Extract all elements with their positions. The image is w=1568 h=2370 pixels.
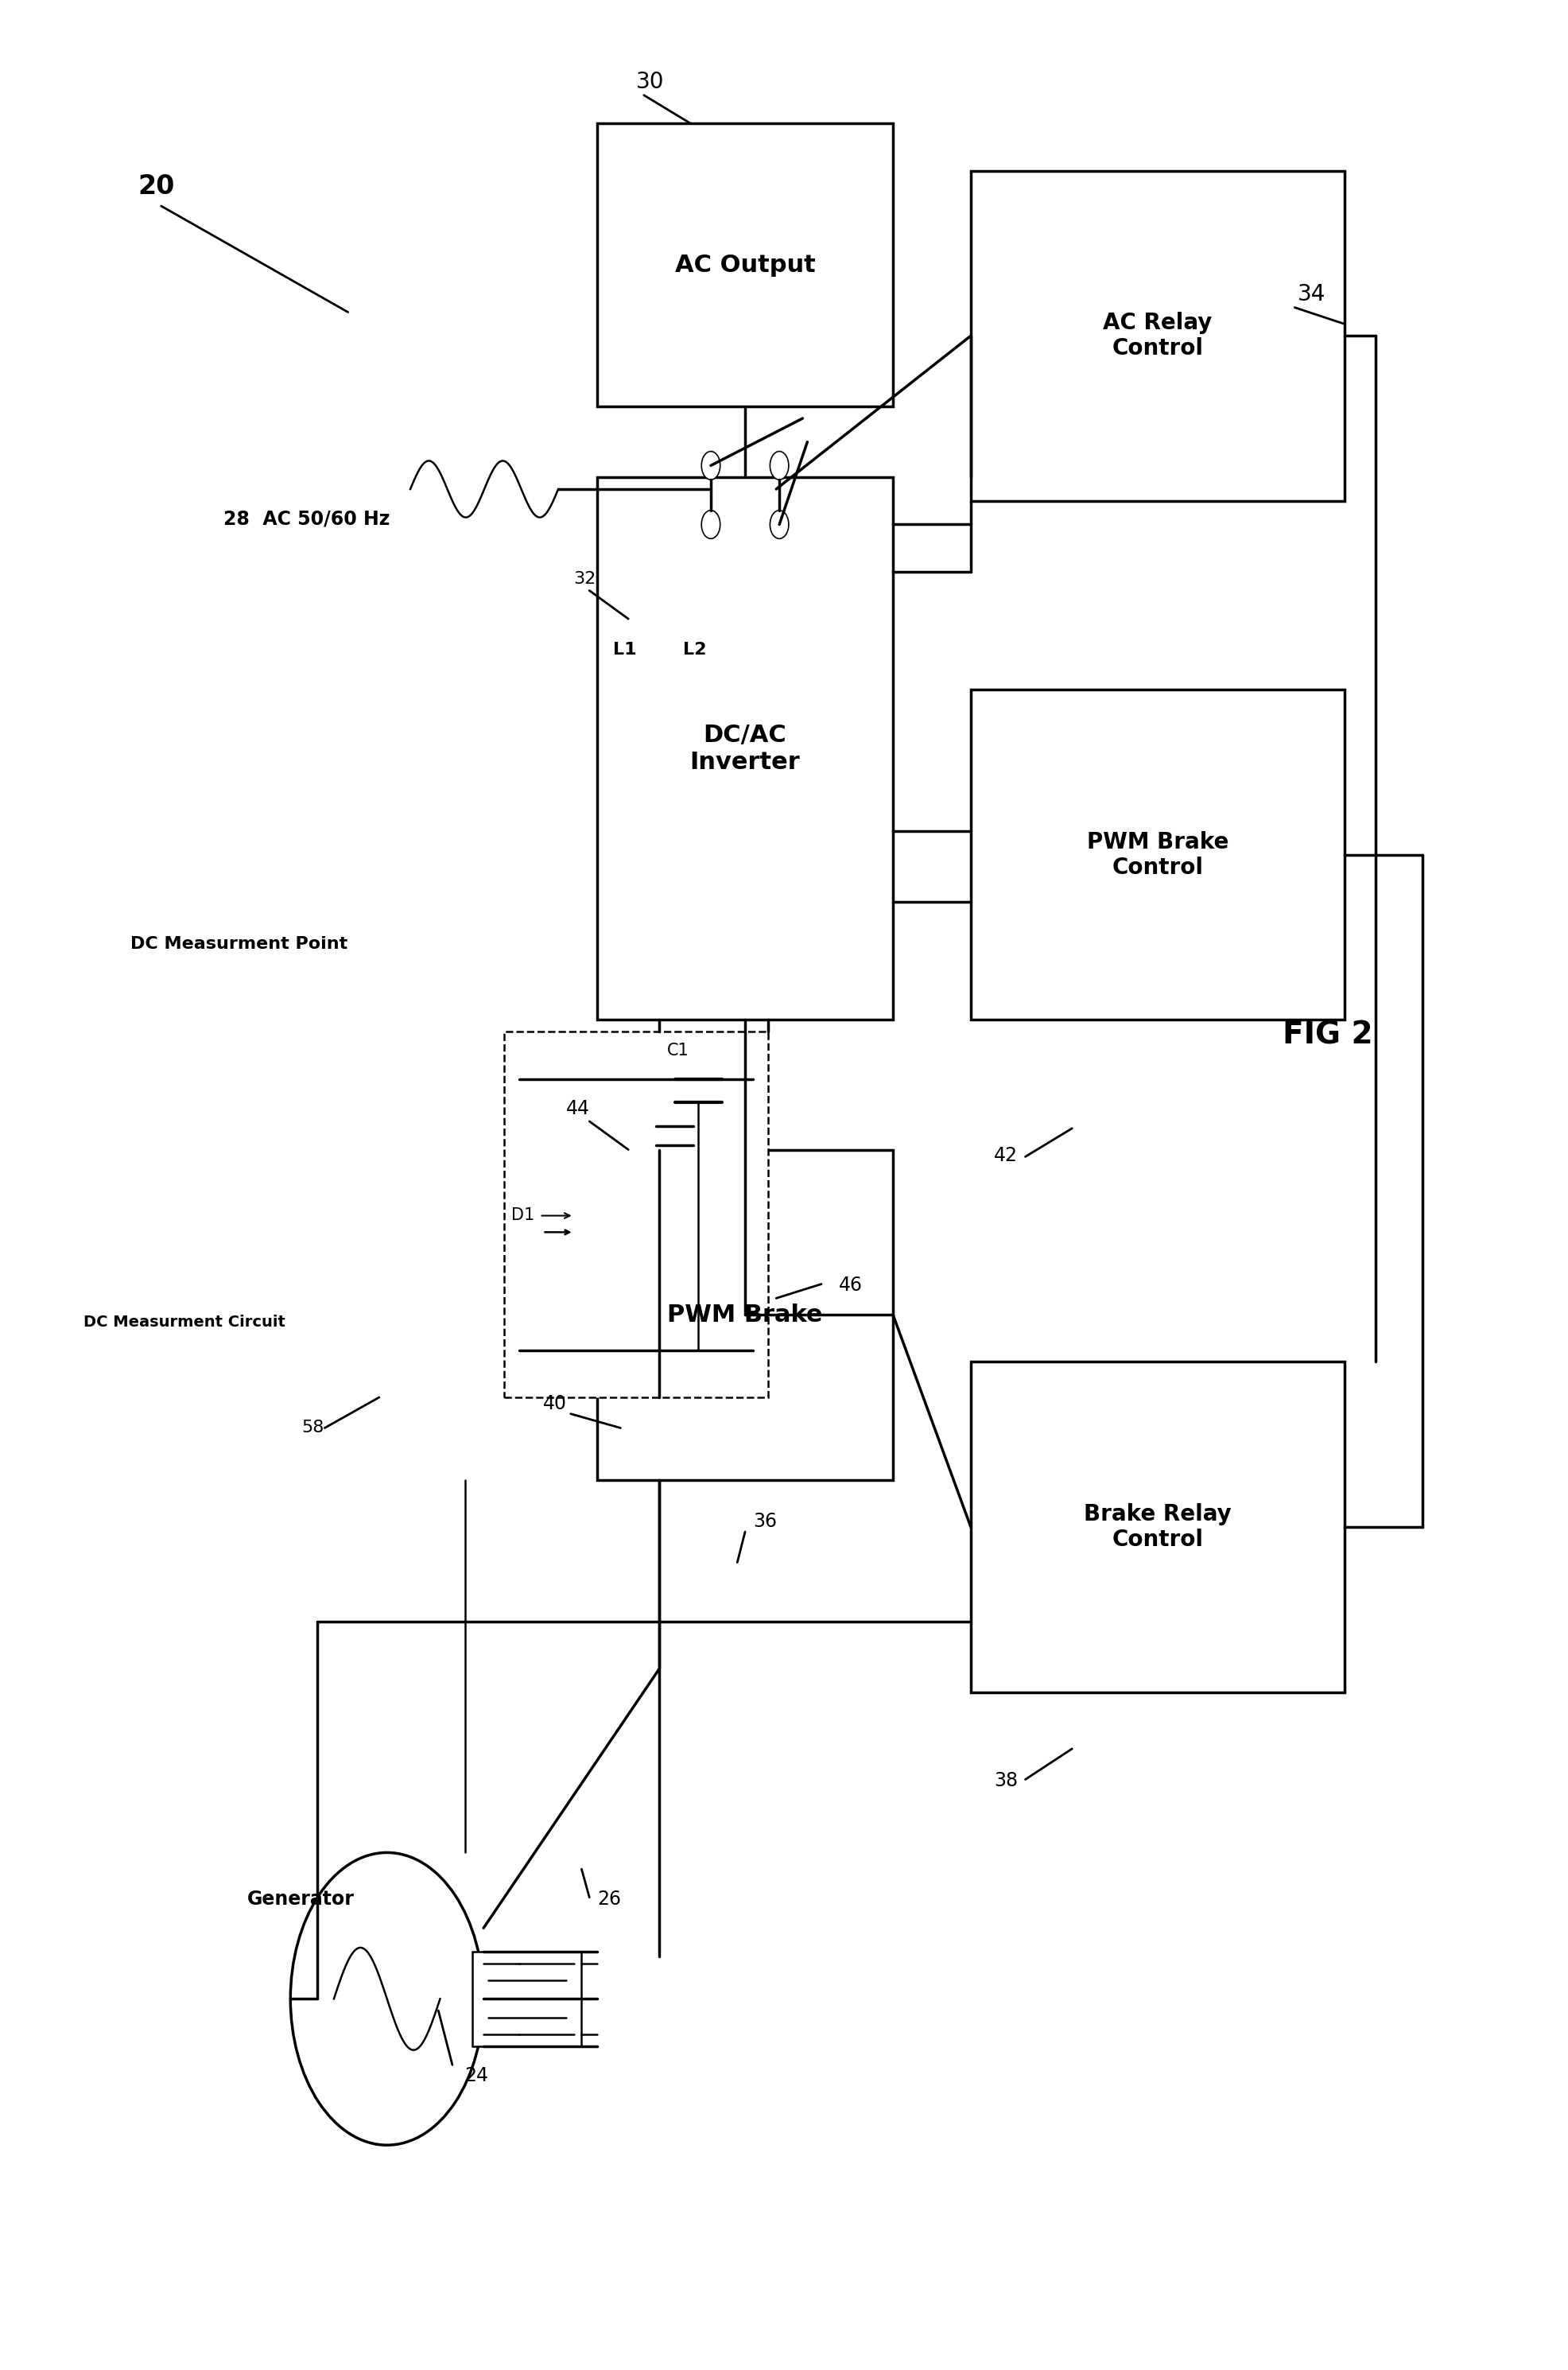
Bar — [597, 1149, 894, 1479]
Text: 30: 30 — [637, 71, 665, 92]
Bar — [503, 1031, 768, 1398]
Text: 20: 20 — [138, 173, 174, 199]
Text: Brake Relay
Control: Brake Relay Control — [1083, 1503, 1231, 1550]
Circle shape — [770, 450, 789, 479]
Text: DC/AC
Inverter: DC/AC Inverter — [690, 723, 800, 773]
Circle shape — [701, 450, 720, 479]
Text: L1: L1 — [613, 642, 637, 656]
Bar — [597, 123, 894, 408]
Text: D1: D1 — [511, 1209, 535, 1223]
Text: AC Relay
Control: AC Relay Control — [1102, 313, 1212, 360]
Text: 32: 32 — [574, 571, 596, 588]
Bar — [971, 171, 1344, 500]
Bar — [488, 1955, 574, 2041]
Text: 42: 42 — [994, 1147, 1018, 1166]
Bar — [472, 1951, 582, 2045]
Text: 28  AC 50/60 Hz: 28 AC 50/60 Hz — [224, 510, 390, 529]
Text: 26: 26 — [597, 1889, 621, 1908]
Text: 40: 40 — [543, 1394, 566, 1413]
Circle shape — [290, 1853, 483, 2145]
Text: AC Output: AC Output — [674, 254, 815, 277]
Text: L2: L2 — [682, 642, 706, 656]
Text: Generator: Generator — [246, 1889, 354, 1908]
Text: C1: C1 — [668, 1043, 690, 1059]
Text: 46: 46 — [839, 1275, 862, 1294]
Bar — [597, 476, 894, 1019]
Text: PWM Brake
Control: PWM Brake Control — [1087, 832, 1229, 879]
Circle shape — [701, 510, 720, 538]
Text: 34: 34 — [1298, 282, 1327, 306]
Bar — [971, 690, 1344, 1019]
Text: 24: 24 — [464, 2067, 489, 2086]
Text: PWM Brake: PWM Brake — [668, 1304, 823, 1327]
Text: 44: 44 — [566, 1100, 590, 1119]
Text: DC Measurment Circuit: DC Measurment Circuit — [83, 1315, 285, 1330]
Text: 58: 58 — [301, 1420, 325, 1436]
Text: 36: 36 — [753, 1512, 776, 1531]
Bar — [971, 1363, 1344, 1692]
Text: DC Measurment Point: DC Measurment Point — [130, 936, 348, 953]
Text: FIG 2: FIG 2 — [1283, 1019, 1372, 1050]
Text: 38: 38 — [994, 1770, 1018, 1789]
Circle shape — [770, 510, 789, 538]
